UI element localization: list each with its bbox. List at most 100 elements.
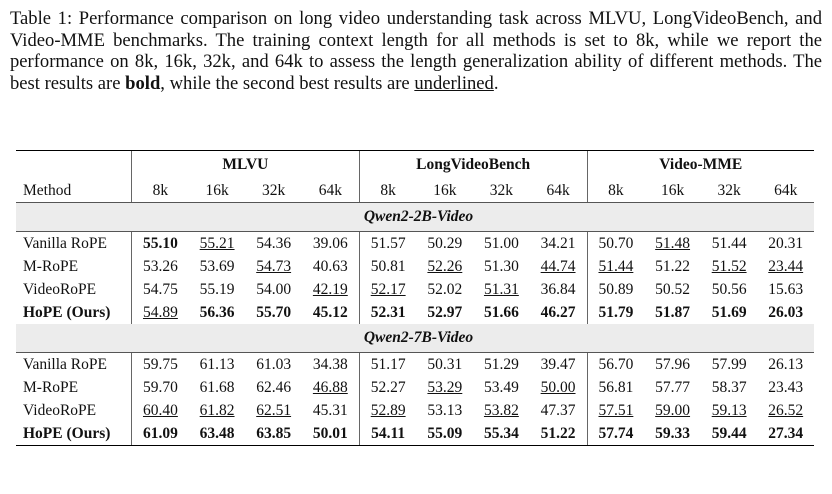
value-cell: 62.46 — [245, 376, 302, 399]
value-cell: 51.17 — [358, 352, 417, 376]
value: 15.63 — [768, 280, 804, 298]
value: 51.29 — [483, 355, 519, 373]
value-cell: 34.38 — [302, 353, 359, 377]
value-cell: 60.40 — [130, 399, 189, 422]
value: 52.31 — [370, 303, 406, 321]
value: 51.22 — [540, 424, 576, 442]
value-cell: 63.48 — [188, 422, 246, 446]
value: 59.75 — [142, 355, 178, 373]
value-cell: 52.02 — [417, 278, 474, 301]
value-cell: 53.49 — [473, 376, 530, 399]
value-cell: 50.89 — [586, 278, 645, 301]
header-cell — [16, 150, 132, 179]
value: 53.82 — [483, 401, 519, 419]
group-header: LongVideoBench — [358, 150, 587, 179]
value: 53.69 — [199, 257, 235, 275]
value-cell: 59.70 — [130, 376, 189, 399]
data-row: HoPE (Ours) 54.89 56.36 55.70 45.12 52.31 52.9… — [16, 301, 814, 324]
caption-text: Table 1: Performance comparison on long … — [10, 8, 822, 94]
value-cell: 51.52 — [701, 255, 758, 278]
value: 51.66 — [483, 303, 519, 321]
value: 53.29 — [427, 378, 463, 396]
group-header-row: MLVU LongVideoBench Video-MME — [16, 150, 814, 179]
method-name: Vanilla RoPE — [23, 234, 107, 252]
value: 59.70 — [142, 378, 178, 396]
group-header: Video-MME — [586, 150, 814, 179]
value: 23.43 — [768, 378, 804, 396]
value-cell: 58.37 — [701, 376, 758, 399]
data-row: Vanilla RoPE 59.75 61.13 61.03 34.38 51.17 50.… — [16, 352, 814, 377]
method-cell: HoPE (Ours) — [16, 422, 132, 446]
data-row: Vanilla RoPE 55.10 55.21 54.36 39.06 51.57 50.… — [16, 231, 814, 256]
column-header: 8k — [358, 179, 417, 203]
value: 51.48 — [655, 234, 691, 252]
value: 42.19 — [312, 280, 348, 298]
value: 54.89 — [142, 303, 178, 321]
value-cell: 61.03 — [245, 353, 302, 377]
value: 50.89 — [598, 280, 634, 298]
value-cell: 61.82 — [189, 399, 246, 422]
value: 27.34 — [768, 424, 804, 442]
value-cell: 59.44 — [700, 422, 758, 446]
value-cell: 53.82 — [473, 399, 530, 422]
value-cell: 55.70 — [245, 301, 302, 324]
value-cell: 52.27 — [358, 376, 417, 399]
value: 53.26 — [142, 257, 178, 275]
value-cell: 53.69 — [189, 255, 246, 278]
caption: Table 1: Performance comparison on long … — [10, 8, 822, 94]
value-cell: 55.34 — [473, 422, 530, 446]
value: 57.51 — [598, 401, 634, 419]
data-row: HoPE (Ours) 61.09 63.48 63.85 50.01 54.11 55.0… — [16, 422, 814, 446]
value: 50.81 — [370, 257, 406, 275]
value-cell: 42.19 — [302, 278, 359, 301]
value: 34.21 — [540, 234, 576, 252]
value-cell: 54.36 — [245, 232, 302, 256]
value-cell: 56.36 — [189, 301, 246, 324]
value: 51.79 — [598, 303, 634, 321]
value: 50.31 — [427, 355, 463, 373]
value-cell: 39.06 — [302, 232, 359, 256]
group-header: MLVU — [131, 150, 360, 179]
value: 55.21 — [199, 234, 235, 252]
value: 56.81 — [598, 378, 634, 396]
value-cell: 51.79 — [586, 301, 645, 324]
value-cell: 54.75 — [130, 278, 189, 301]
value: 39.06 — [312, 234, 348, 252]
value: 61.09 — [142, 424, 178, 442]
value: 59.13 — [711, 401, 747, 419]
data-row: M-RoPE 59.70 61.68 62.46 46.88 52.27 53.29 53.4… — [16, 376, 814, 399]
value: 52.97 — [427, 303, 463, 321]
value: 53.13 — [427, 401, 463, 419]
value-cell: 56.70 — [586, 352, 645, 376]
value: 62.51 — [256, 401, 292, 419]
value-cell: 55.09 — [416, 422, 474, 446]
method-cell: M-RoPE — [16, 376, 132, 399]
value-cell: 54.11 — [358, 422, 417, 446]
value-cell: 54.89 — [130, 301, 189, 324]
value-cell: 55.19 — [189, 278, 246, 301]
value-cell: 51.87 — [644, 301, 701, 324]
method-name: Vanilla RoPE — [23, 355, 107, 373]
value-cell: 57.77 — [644, 376, 701, 399]
value-cell: 59.75 — [130, 352, 189, 376]
section-row: Qwen2-7B-Video — [16, 324, 814, 353]
value: 55.34 — [483, 424, 519, 442]
column-header: 16k — [644, 179, 701, 203]
caption-text: . — [493, 72, 499, 94]
value-cell: 46.27 — [530, 301, 587, 324]
value: 51.57 — [370, 234, 406, 252]
value: 45.12 — [312, 303, 348, 321]
value: 56.36 — [199, 303, 235, 321]
value-cell: 45.31 — [302, 399, 359, 422]
value-cell: 54.00 — [245, 278, 302, 301]
column-header: 8k — [586, 179, 645, 203]
value-cell: 52.97 — [417, 301, 474, 324]
value-cell: 23.43 — [757, 376, 814, 399]
value-cell: 59.33 — [644, 422, 701, 446]
column-header: 16k — [416, 179, 474, 203]
value-cell: 50.56 — [701, 278, 758, 301]
method-cell: VideoRoPE — [16, 278, 132, 301]
column-header: 32k — [245, 179, 302, 203]
value: 46.88 — [312, 378, 348, 396]
